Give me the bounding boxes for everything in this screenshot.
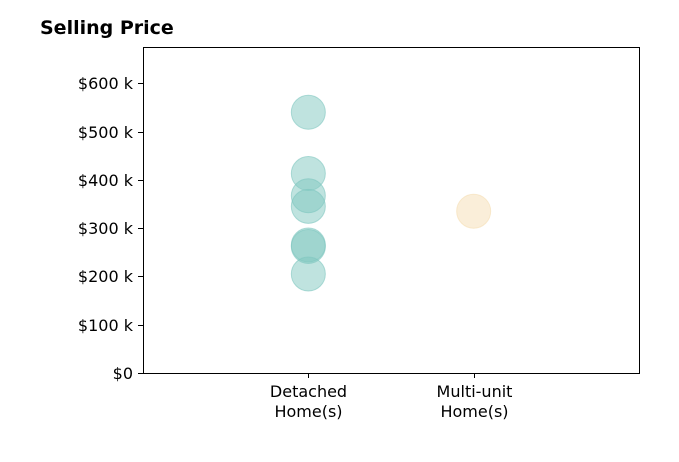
data-point: [456, 193, 492, 229]
x-tick-label: Multi-unit Home(s): [437, 382, 513, 421]
y-tick-label: $300 k: [78, 219, 134, 238]
y-tick-label: $0: [113, 364, 133, 383]
plot-area-frame: [143, 47, 640, 374]
chart-title: Selling Price: [40, 17, 174, 39]
y-tick-label: $400 k: [78, 171, 134, 190]
x-axis-ticks: Detached Home(s) Multi-unit Home(s): [270, 373, 513, 421]
y-axis-ticks: $0 $100 k $200 k $300 k $400 k $500 k $600 k: [78, 74, 143, 383]
x-tick-label: Detached Home(s): [270, 382, 347, 421]
y-tick-label: $500 k: [78, 123, 134, 142]
data-point: [290, 256, 326, 292]
data-points: [290, 94, 492, 292]
data-point: [290, 188, 326, 224]
y-tick-label: $200 k: [78, 267, 134, 286]
data-point: [290, 94, 326, 130]
y-tick-label: $100 k: [78, 316, 134, 335]
y-tick-label: $600 k: [78, 74, 134, 93]
